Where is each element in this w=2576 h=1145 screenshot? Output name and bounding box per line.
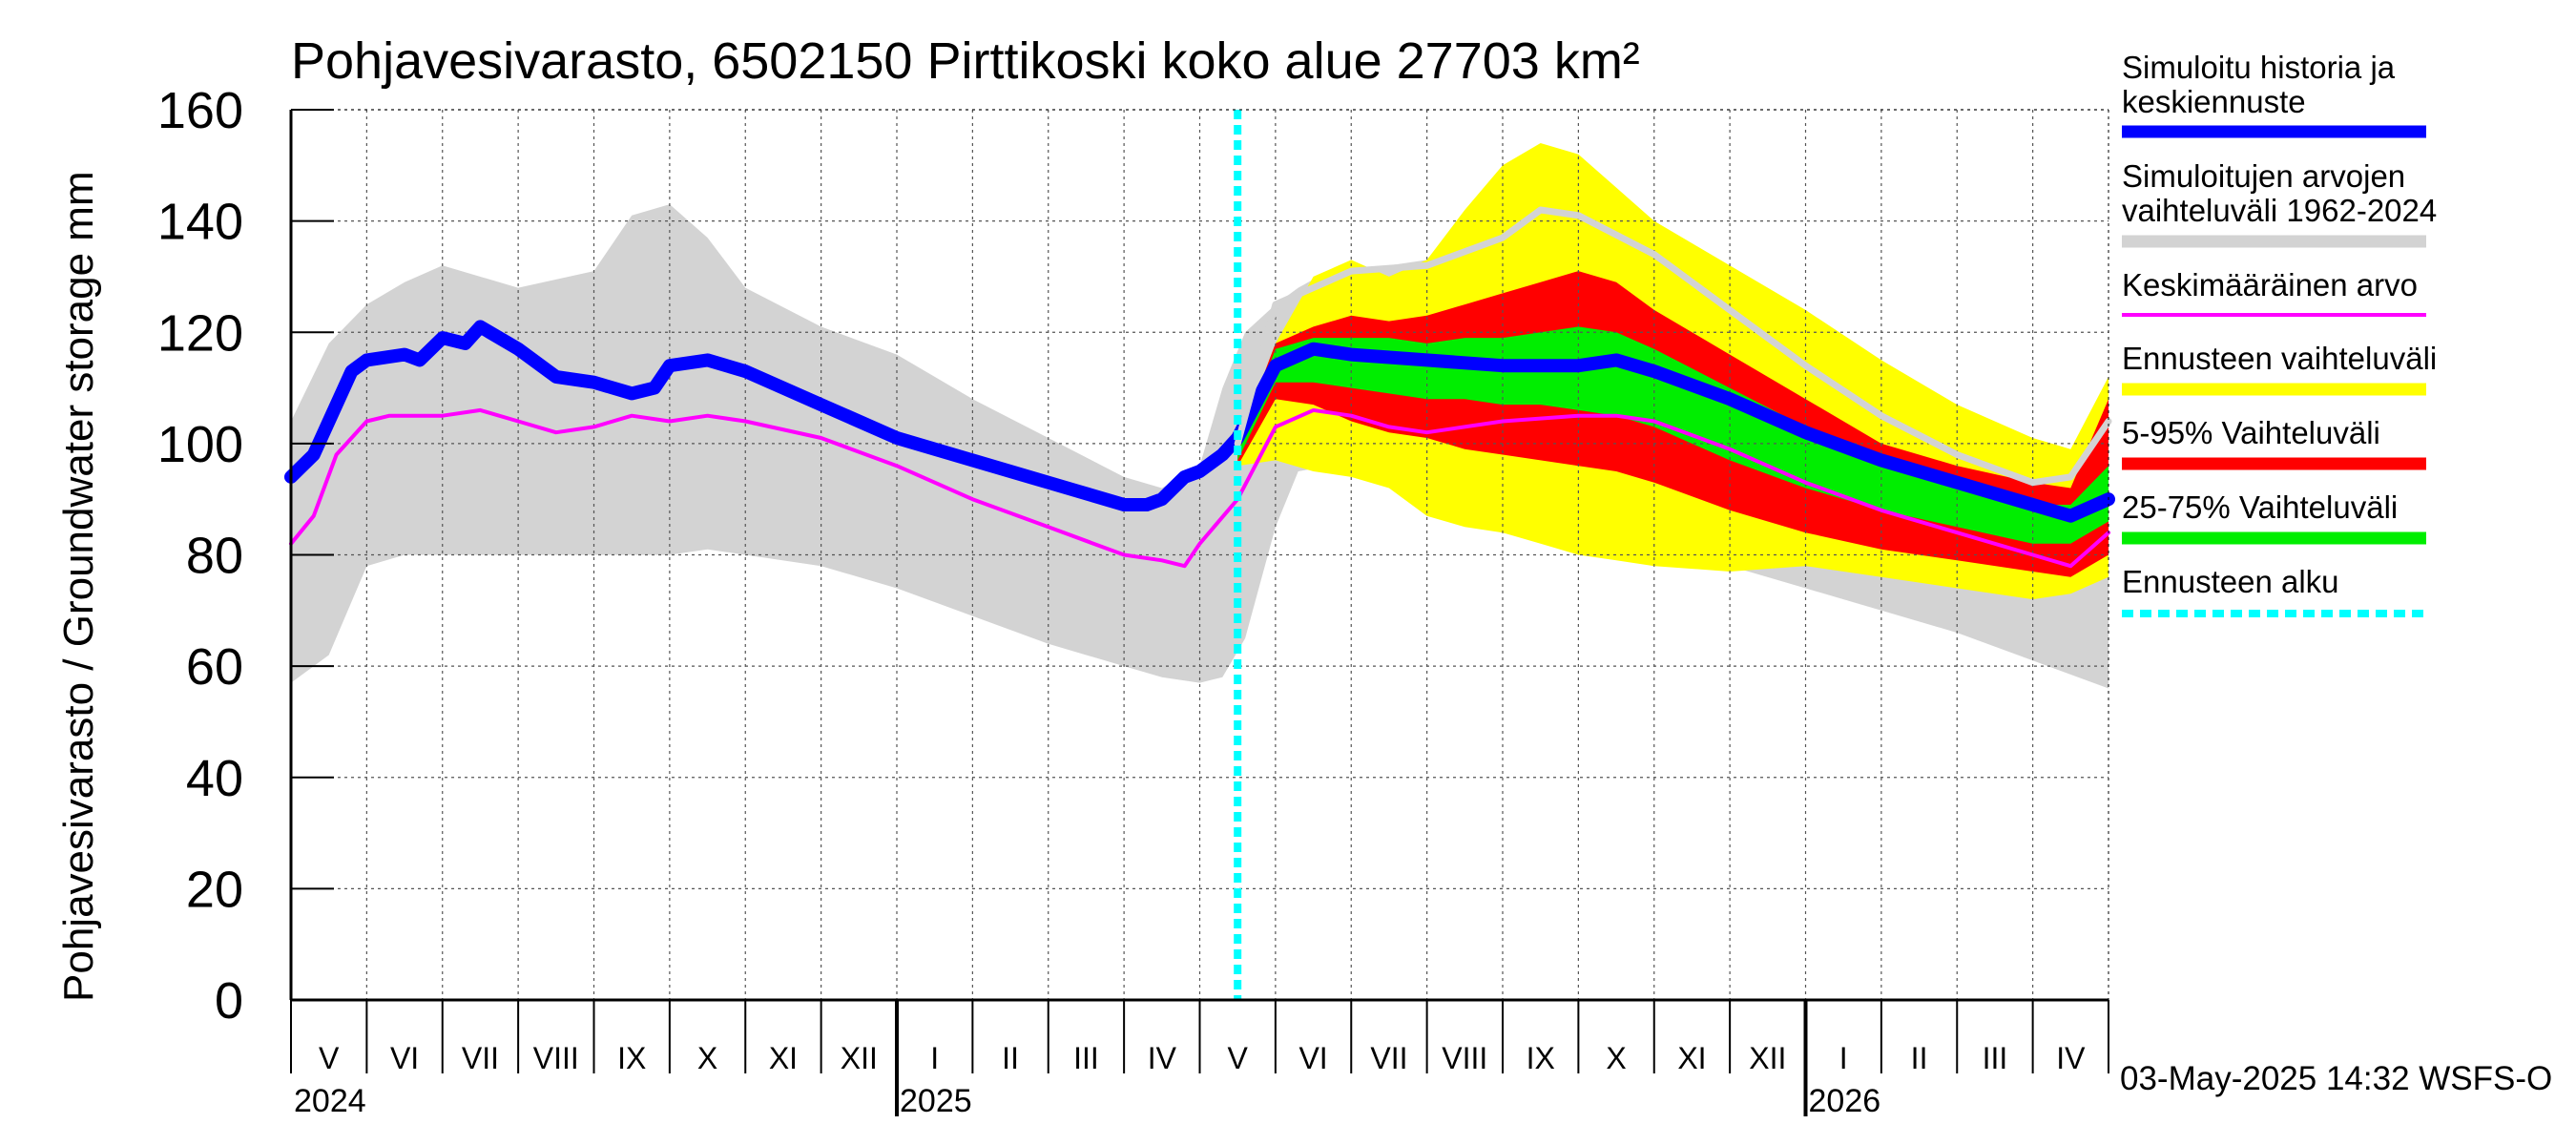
month-label: VIII	[533, 1041, 579, 1075]
legend-label-line: 5-95% Vaihteluväli	[2122, 415, 2380, 450]
series-keskim-r-inen-arvo	[289, 407, 2110, 569]
month-label: XII	[1749, 1041, 1786, 1075]
month-label: VII	[462, 1041, 499, 1075]
chart-title: Pohjavesivarasto, 6502150 Pirttikoski ko…	[291, 32, 1640, 90]
month-label: X	[1606, 1041, 1626, 1075]
month-label: I	[1839, 1041, 1848, 1075]
month-label: IV	[1148, 1041, 1177, 1075]
legend-label-line: vaihteluväli 1962-2024	[2122, 193, 2437, 228]
line-layer	[284, 110, 2115, 1000]
month-label: I	[930, 1041, 939, 1075]
legend-label-simuloitu-historia-ja-keskiennuste: Simuloitu historia ja keskiennuste	[2122, 50, 2396, 119]
timestamp-footer: 03-May-2025 14:32 WSFS-O	[2120, 1060, 2552, 1097]
series-simuloitu-historia-ja-keskiennuste	[284, 320, 2115, 523]
legend-label-ennusteen-alku: Ennusteen alku	[2122, 564, 2339, 599]
month-label: XI	[769, 1041, 798, 1075]
month-label: II	[1911, 1041, 1928, 1075]
month-label: II	[1002, 1041, 1019, 1075]
legend-label-line: keskiennuste	[2122, 84, 2306, 119]
y-tick-label: 160	[157, 82, 243, 139]
legend-label-line: Simuloitujen arvojen	[2122, 158, 2405, 194]
year-label: 2024	[294, 1083, 366, 1119]
month-label: VII	[1370, 1041, 1407, 1075]
month-label: VI	[1298, 1041, 1327, 1075]
legend-label-simuloitujen-arvojen-vaihteluv-li-1962-2024: Simuloitujen arvojen vaihteluväli 1962-20…	[2122, 158, 2437, 228]
y-tick-label: 120	[157, 304, 243, 362]
y-tick-label: 100	[157, 416, 243, 473]
month-label: IV	[2056, 1041, 2086, 1075]
month-label: XII	[841, 1041, 878, 1075]
legend-label-line: Keskimääräinen arvo	[2122, 267, 2418, 302]
y-tick-label: 20	[186, 861, 243, 918]
band-25-75-vaihteluv-li	[1237, 326, 2109, 544]
legend-label-keskim-r-inen-arvo: Keskimääräinen arvo	[2122, 267, 2418, 302]
y-axis-label: Pohjavesivarasto / Groundwater storage m…	[55, 171, 102, 1002]
month-label: III	[1073, 1041, 1099, 1075]
legend-label-line: Simuloitu historia ja	[2122, 50, 2396, 85]
legend-label-line: Ennusteen alku	[2122, 564, 2339, 599]
series-simulated-maximum-forecast-period	[1234, 206, 2112, 487]
month-label: V	[319, 1041, 340, 1075]
month-label: X	[697, 1041, 717, 1075]
y-tick-label: 0	[215, 972, 243, 1030]
month-label: IX	[1527, 1041, 1555, 1075]
y-tick-label: 140	[157, 194, 243, 251]
month-label: IX	[617, 1041, 646, 1075]
legend-label-5-95-vaihteluv-li: 5-95% Vaihteluväli	[2122, 415, 2380, 450]
year-label: 2025	[900, 1083, 972, 1119]
legend-label-line: Ennusteen vaihteluväli	[2122, 341, 2437, 376]
legend-label-line: 25-75% Vaihteluväli	[2122, 489, 2398, 525]
y-tick-label: 40	[186, 750, 243, 807]
legend-label-25-75-vaihteluv-li: 25-75% Vaihteluväli	[2122, 489, 2398, 525]
month-label: VI	[390, 1041, 419, 1075]
legend-label-ennusteen-vaihteluv-li: Ennusteen vaihteluväli	[2122, 341, 2437, 376]
y-tick-label: 60	[186, 638, 243, 696]
month-label: XI	[1677, 1041, 1706, 1075]
month-label: VIII	[1442, 1041, 1487, 1075]
y-tick-label: 80	[186, 528, 243, 585]
month-label: V	[1228, 1041, 1249, 1075]
month-label: III	[1983, 1041, 2008, 1075]
legend: Simuloitu historia ja keskiennusteSimuloi…	[2122, 50, 2437, 617]
year-label: 2026	[1809, 1083, 1881, 1119]
